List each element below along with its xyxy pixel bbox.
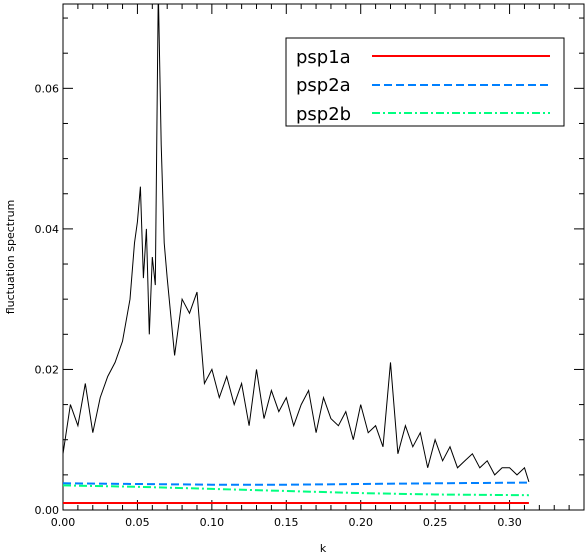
legend-label-psp2a: psp2a <box>296 75 351 96</box>
series-line-psp2a <box>63 481 529 486</box>
plot-lines <box>63 4 530 504</box>
legend-label-psp2b: psp2b <box>296 104 351 125</box>
y-tick-label: 0.00 <box>35 504 60 517</box>
legend-label-psp1a: psp1a <box>296 47 351 68</box>
y-tick-label: 0.02 <box>35 363 60 376</box>
x-tick-label: 0.00 <box>51 516 76 529</box>
y-tick-label: 0.04 <box>35 223 60 236</box>
x-tick-label: 0.15 <box>274 516 299 529</box>
y-tick-label: 0.06 <box>35 82 60 95</box>
x-tick-label: 0.30 <box>497 516 522 529</box>
series-line-spectrum <box>63 4 530 483</box>
ticks <box>62 4 584 511</box>
x-tick-label: 0.10 <box>200 516 225 529</box>
x-axis-title: k <box>320 542 327 555</box>
x-tick-label: 0.05 <box>125 516 150 529</box>
legend-box <box>285 37 565 127</box>
series-line-psp2b <box>63 484 529 497</box>
plot-frame <box>62 3 585 511</box>
tick-labels: 0.00 0.05 0.10 0.15 0.20 0.25 0.30 0.00 0.02 0.04… <box>35 82 522 529</box>
y-axis-title: fluctuation spectrum <box>4 200 17 315</box>
x-tick-label: 0.25 <box>423 516 448 529</box>
x-tick-label: 0.20 <box>348 516 373 529</box>
legend: psp1a psp2a psp2b <box>285 37 565 127</box>
